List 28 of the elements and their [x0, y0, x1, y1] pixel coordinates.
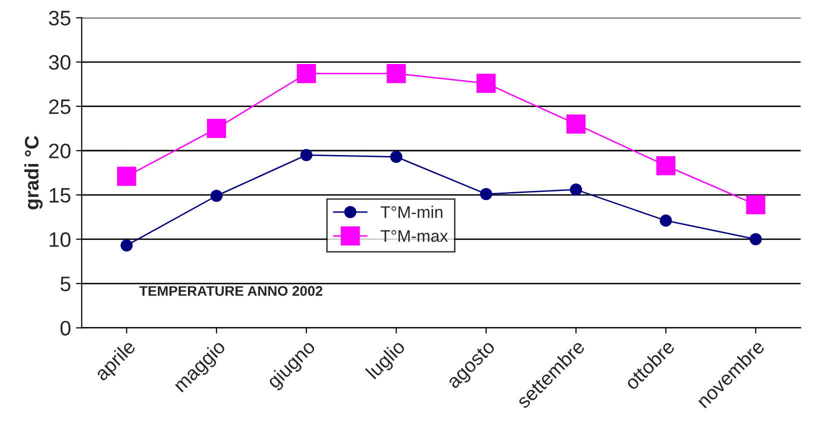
point	[386, 64, 406, 84]
y-tick-label: 30	[48, 55, 70, 70]
y-axis-title: gradi °C	[24, 136, 43, 210]
point	[660, 214, 672, 227]
y-tick-label: 25	[49, 99, 70, 114]
point	[570, 184, 582, 196]
y-tick-label: 5	[60, 276, 70, 292]
point	[566, 114, 586, 134]
y-tick-label: 10	[50, 232, 70, 247]
point	[390, 150, 402, 163]
point	[746, 195, 766, 214]
y-tick-label: 20	[49, 144, 70, 158]
annotation: TEMPERATURE ANNO 2002	[139, 286, 322, 296]
point	[476, 74, 496, 93]
legend-label: T°M-max	[380, 230, 448, 242]
y-tick-label: 35	[48, 10, 70, 26]
point	[120, 239, 133, 252]
point	[206, 118, 226, 138]
point	[480, 188, 492, 200]
legend-label: T°M-min	[380, 206, 442, 218]
point	[300, 148, 312, 162]
point	[656, 156, 676, 176]
y-tick-label: 0	[60, 320, 70, 336]
point	[296, 64, 316, 84]
point	[750, 233, 762, 246]
point	[117, 166, 136, 186]
y-tick-label: 15	[50, 188, 70, 203]
point	[210, 190, 223, 202]
